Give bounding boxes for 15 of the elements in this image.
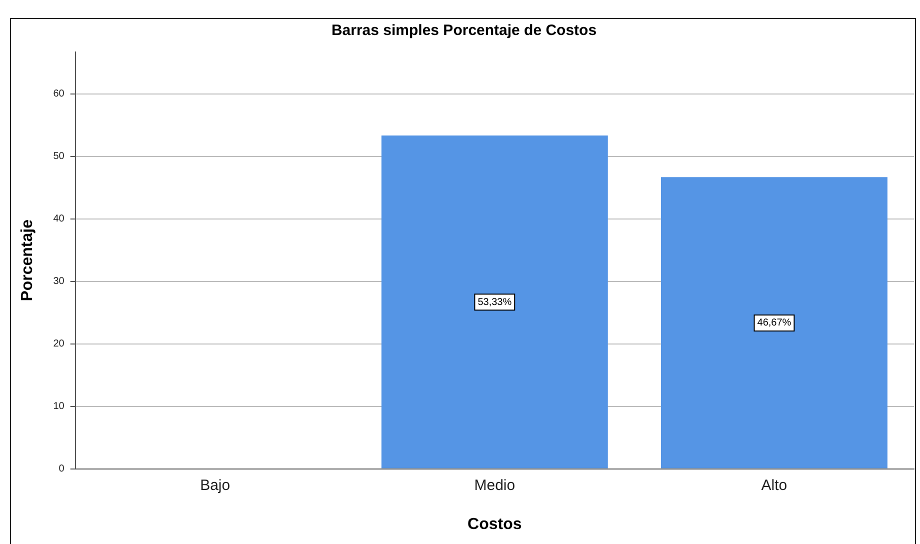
x-tick-label: Medio bbox=[474, 476, 516, 494]
data-label: 53,33% bbox=[478, 296, 512, 308]
x-axis-title: Costos bbox=[468, 516, 522, 533]
x-tick-label: Alto bbox=[761, 476, 788, 494]
chart-title: Barras simples Porcentaje de Costos bbox=[331, 22, 597, 40]
y-tick-label: 0 bbox=[58, 464, 65, 475]
y-axis-title: Porcentaje bbox=[19, 219, 36, 302]
y-tick-label: 20 bbox=[53, 338, 65, 350]
y-tick-label: 50 bbox=[53, 151, 65, 162]
y-tick-label: 10 bbox=[53, 401, 65, 412]
y-tick-label: 30 bbox=[53, 276, 65, 288]
y-tick-label: 60 bbox=[53, 88, 65, 100]
y-tick-label: 40 bbox=[53, 214, 65, 225]
x-tick-label: Bajo bbox=[200, 476, 230, 494]
data-label: 46,67% bbox=[757, 318, 792, 329]
